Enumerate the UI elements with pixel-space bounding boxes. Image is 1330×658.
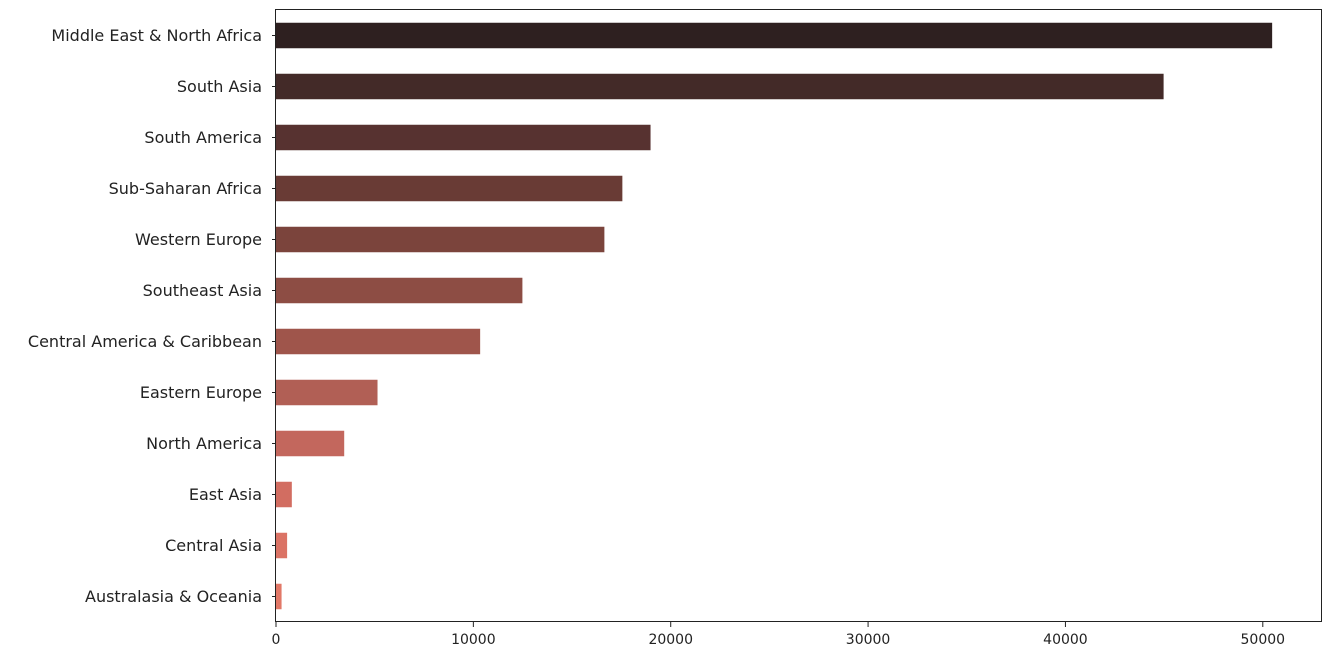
bar-0 bbox=[276, 22, 1273, 49]
bar-7 bbox=[276, 379, 378, 406]
x-axis-ticks: 0 10000 20000 30000 40000 50000 bbox=[272, 622, 1286, 648]
bar-3 bbox=[276, 175, 623, 202]
x-tick-label-3: 30000 bbox=[846, 632, 891, 648]
category-label-10: Central Asia bbox=[165, 536, 262, 555]
x-tick-label-2: 20000 bbox=[648, 632, 693, 648]
x-tick-label-0: 0 bbox=[272, 632, 281, 648]
bar-8 bbox=[276, 430, 345, 457]
category-label-4: Western Europe bbox=[135, 230, 262, 249]
plot-frame bbox=[275, 9, 1322, 622]
category-label-3: Sub-Saharan Africa bbox=[109, 179, 262, 198]
bars-group bbox=[276, 22, 1273, 610]
category-label-0: Middle East & North Africa bbox=[51, 26, 262, 45]
category-labels: Middle East & North Africa South Asia Sout… bbox=[28, 26, 276, 606]
category-label-6: Central America & Caribbean bbox=[28, 332, 262, 351]
category-label-8: North America bbox=[146, 434, 262, 453]
bar-2 bbox=[276, 124, 651, 151]
bar-5 bbox=[276, 277, 523, 304]
bar-11 bbox=[276, 583, 282, 610]
bar-9 bbox=[276, 481, 292, 508]
category-label-11: Australasia & Oceania bbox=[85, 587, 262, 606]
bar-10 bbox=[276, 532, 288, 559]
category-label-5: Southeast Asia bbox=[143, 281, 262, 300]
category-label-2: South America bbox=[144, 128, 262, 147]
category-label-7: Eastern Europe bbox=[140, 383, 262, 402]
bar-4 bbox=[276, 226, 605, 253]
bar-6 bbox=[276, 328, 481, 355]
category-label-9: East Asia bbox=[189, 485, 262, 504]
bar-1 bbox=[276, 73, 1164, 100]
x-tick-label-5: 50000 bbox=[1241, 632, 1286, 648]
x-tick-label-4: 40000 bbox=[1043, 632, 1088, 648]
x-tick-label-1: 10000 bbox=[451, 632, 496, 648]
category-label-1: South Asia bbox=[177, 77, 262, 96]
